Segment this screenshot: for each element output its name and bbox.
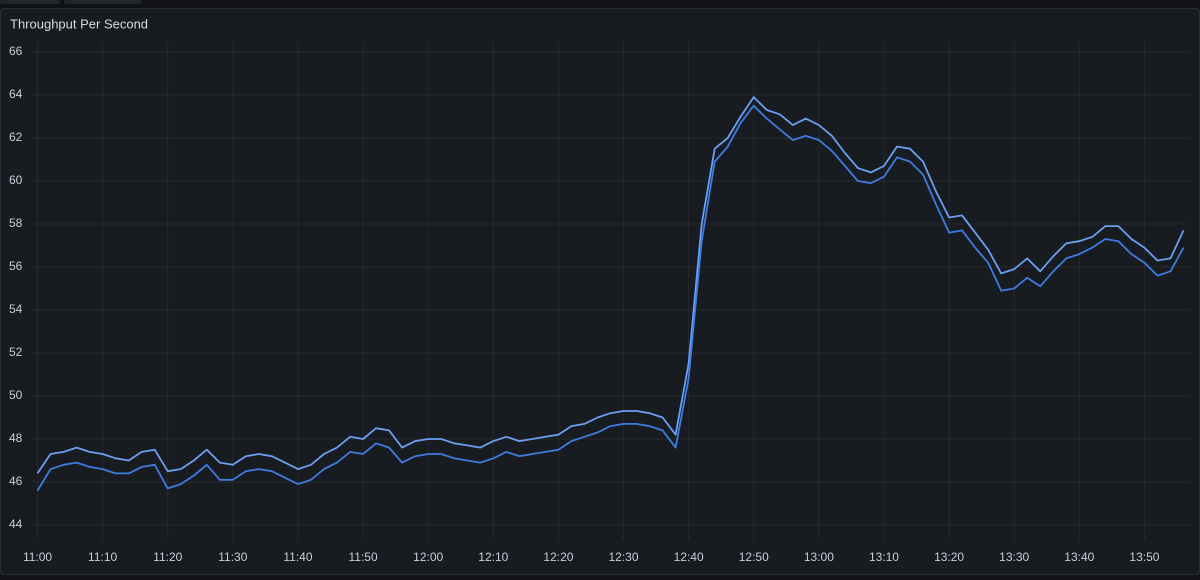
x-tick-label: 12:40	[674, 550, 704, 564]
y-tick-label: 64	[9, 87, 23, 101]
x-tick-label: 13:10	[869, 550, 899, 564]
x-tick-label: 12:30	[609, 550, 639, 564]
x-tick-label: 13:30	[999, 550, 1029, 564]
x-tick-label: 11:50	[349, 550, 378, 564]
tab	[0, 0, 60, 4]
y-tick-label: 62	[9, 130, 23, 144]
y-tick-label: 54	[9, 302, 23, 316]
series-line	[36, 96, 1185, 474]
x-tick-label: 13:00	[804, 550, 834, 564]
chart-title: Throughput Per Second	[10, 16, 148, 31]
x-tick-label: 13:20	[934, 550, 964, 564]
x-tick-label: 12:50	[739, 550, 769, 564]
y-tick-label: 46	[9, 474, 23, 488]
x-tick-label: 12:10	[478, 550, 508, 564]
x-tick-label: 12:00	[413, 550, 443, 564]
x-tick-label: 13:40	[1064, 550, 1094, 564]
x-tick-label: 13:50	[1129, 550, 1159, 564]
y-tick-label: 50	[9, 388, 23, 402]
x-tick-label: 11:20	[153, 550, 182, 564]
y-tick-label: 60	[9, 173, 23, 187]
tab	[64, 0, 142, 4]
y-tick-label: 56	[9, 259, 23, 273]
x-tick-label: 11:30	[218, 550, 247, 564]
y-tick-label: 48	[9, 431, 23, 445]
x-tick-label: 11:00	[23, 550, 52, 564]
x-tick-label: 12:20	[543, 550, 573, 564]
y-tick-label: 66	[9, 44, 23, 58]
panel	[0, 8, 1200, 575]
x-tick-label: 11:40	[283, 550, 312, 564]
y-tick-label: 58	[9, 216, 23, 230]
y-tick-label: 44	[9, 517, 23, 531]
series-line	[36, 104, 1185, 492]
x-tick-label: 11:10	[88, 550, 117, 564]
y-tick-label: 52	[9, 345, 23, 359]
